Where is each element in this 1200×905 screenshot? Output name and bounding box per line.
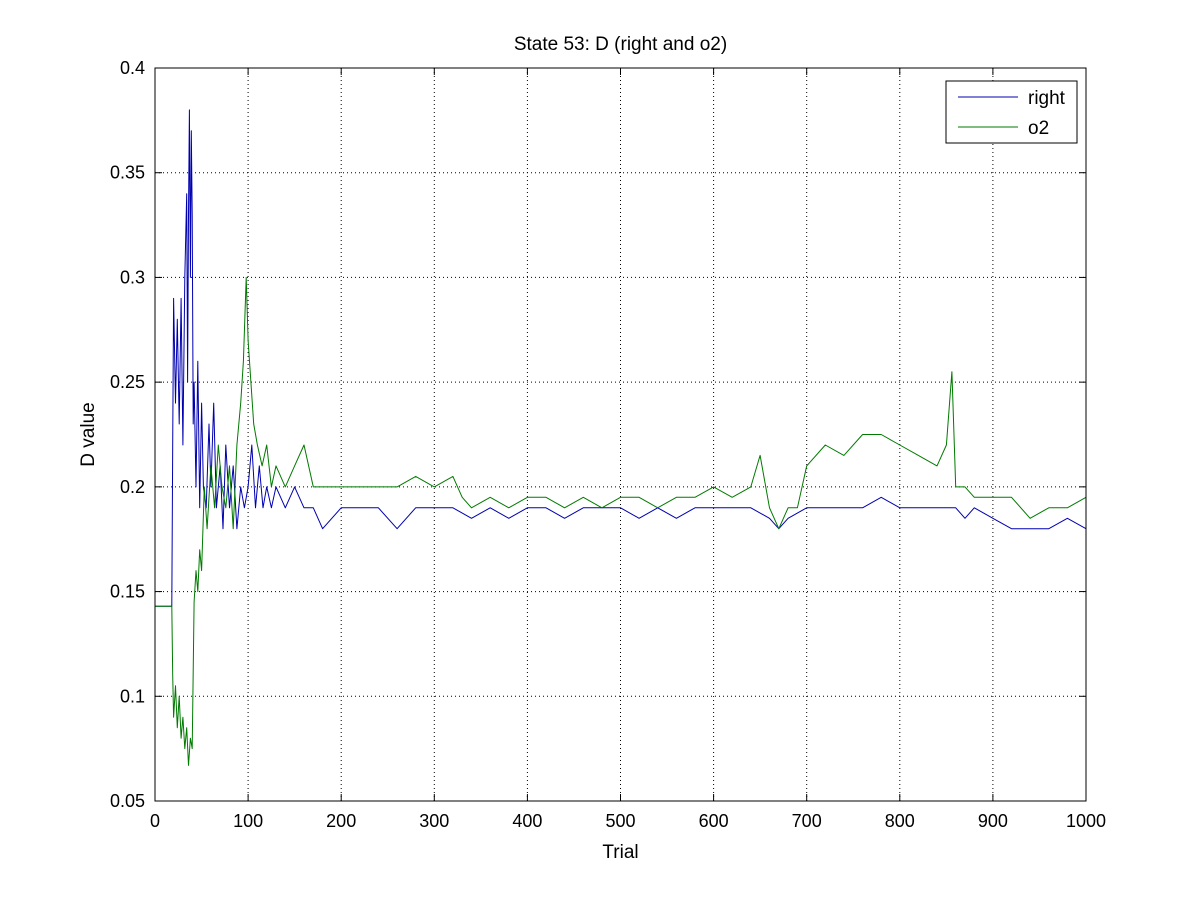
legend-box — [945, 80, 1078, 144]
x-tick-label: 200 — [326, 811, 356, 831]
x-tick-label: 800 — [885, 811, 915, 831]
y-tick-label: 0.35 — [110, 163, 145, 183]
y-tick-label: 0.2 — [120, 477, 145, 497]
series-line-right — [155, 109, 1087, 607]
x-tick-label: 100 — [233, 811, 263, 831]
y-tick-label: 0.15 — [110, 582, 145, 602]
x-tick-label: 700 — [792, 811, 822, 831]
legend-label-o2: o2 — [1028, 118, 1049, 139]
series-layer — [155, 109, 1087, 766]
series-line-o2 — [155, 276, 1087, 766]
x-tick-label: 1000 — [1066, 811, 1106, 831]
x-tick-label: 900 — [978, 811, 1008, 831]
y-tick-label: 0.4 — [120, 58, 145, 78]
legend: right o2 — [945, 80, 1078, 144]
y-tick-label: 0.05 — [110, 791, 145, 811]
y-tick-label: 0.3 — [120, 267, 145, 287]
x-tick-label: 300 — [419, 811, 449, 831]
y-axis-title: D value — [78, 402, 99, 466]
x-tick-label: 600 — [699, 811, 729, 831]
x-tick-label: 500 — [605, 811, 635, 831]
x-tick-label: 400 — [512, 811, 542, 831]
ticks: 0 100 200 300 400 500 600 700 800 900 1000 0.05 0.1 0… — [110, 58, 1106, 831]
y-tick-label: 0.25 — [110, 372, 145, 392]
legend-label-right: right — [1028, 88, 1066, 109]
y-tick-label: 0.1 — [120, 686, 145, 706]
x-axis-title: Trial — [602, 842, 638, 863]
chart-title: State 53: D (right and o2) — [514, 34, 727, 55]
x-tick-label: 0 — [150, 811, 160, 831]
